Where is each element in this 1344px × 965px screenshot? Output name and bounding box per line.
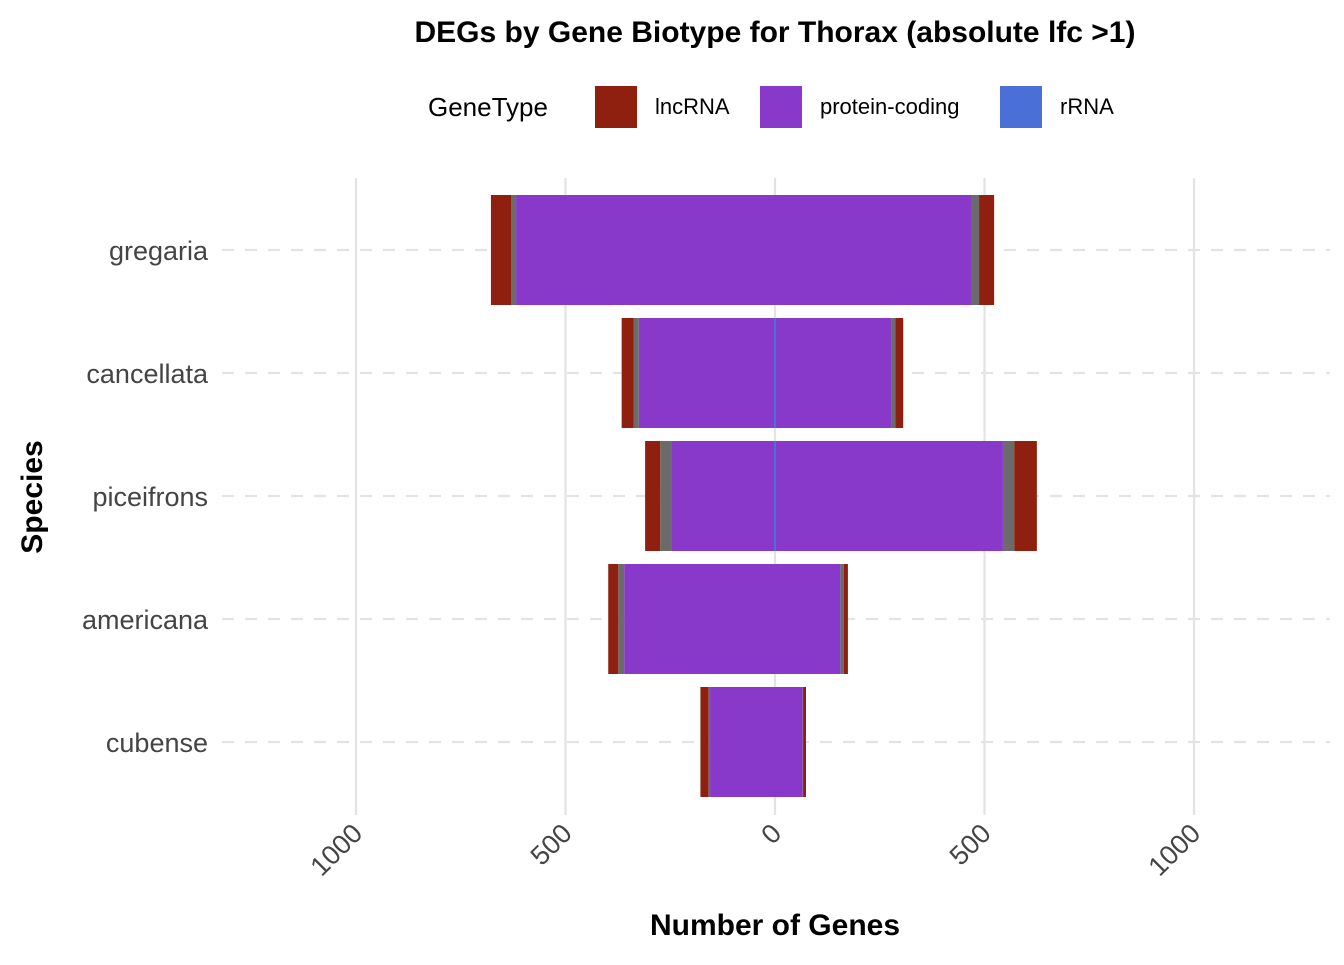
bar-rRNA-marker-cancellata (774, 318, 776, 428)
legend-title: GeneType (428, 92, 548, 122)
legend-label: lncRNA (655, 94, 730, 119)
bar-na-piceifrons-down (660, 441, 671, 551)
bar-lncRNA-americana-down (608, 564, 618, 674)
bar-lncRNA-cubense-up (803, 687, 806, 797)
bar-lncRNA-gregaria-down (491, 195, 511, 305)
bar-lncRNA-cancellata-down (622, 318, 634, 428)
bar-protein-coding-americana-down (624, 564, 775, 674)
bar-lncRNA-gregaria-up (979, 195, 994, 305)
bar-rRNA-marker-piceifrons (774, 441, 776, 551)
bar-na-gregaria-up (972, 195, 979, 305)
x-tick-label: 1000 (305, 818, 369, 882)
bar-protein-coding-cubense-down (710, 687, 775, 797)
bar-na-americana-down (618, 564, 624, 674)
x-axis-label: Number of Genes (650, 909, 900, 942)
legend: GeneType lncRNA protein-coding rRNA (428, 86, 1114, 128)
bar-protein-coding-cancellata-down (639, 318, 775, 428)
bar-na-cancellata-up (891, 318, 895, 428)
legend-swatch-rRNA (1000, 86, 1042, 128)
chart-title: DEGs by Gene Biotype for Thorax (absolut… (415, 16, 1136, 49)
y-axis-label: Species (16, 440, 49, 553)
bar-na-americana-up (840, 564, 843, 674)
bar-lncRNA-piceifrons-down (645, 441, 660, 551)
legend-label: rRNA (1060, 94, 1114, 119)
bar-lncRNA-americana-up (844, 564, 848, 674)
bar-protein-coding-gregaria-up (775, 195, 972, 305)
bar-lncRNA-cubense-down (700, 687, 708, 797)
bar-protein-coding-cubense-up (775, 687, 803, 797)
x-tick-label: 0 (755, 818, 787, 850)
y-tick-label: cubense (106, 728, 208, 758)
bar-protein-coding-piceifrons-down (671, 441, 775, 551)
y-tick-label: americana (82, 605, 209, 635)
legend-swatch-lncRNA (595, 86, 637, 128)
x-tick-label: 500 (944, 818, 997, 871)
x-tick-label: 1000 (1143, 818, 1207, 882)
legend-label: protein-coding (820, 94, 959, 119)
legend-swatch-protein-coding (760, 86, 802, 128)
bar-protein-coding-cancellata-up (775, 318, 891, 428)
bar-na-piceifrons-up (1003, 441, 1014, 551)
bar-protein-coding-americana-up (775, 564, 840, 674)
y-tick-label: gregaria (109, 236, 209, 266)
bar-lncRNA-piceifrons-up (1014, 441, 1037, 551)
y-tick-label: piceifrons (92, 482, 208, 512)
y-tick-label: cancellata (86, 359, 209, 389)
bar-na-cancellata-down (634, 318, 639, 428)
bar-na-gregaria-down (511, 195, 516, 305)
x-tick-label: 500 (525, 818, 578, 871)
bar-na-cubense-down (708, 687, 710, 797)
bar-protein-coding-piceifrons-up (775, 441, 1003, 551)
bar-protein-coding-gregaria-down (516, 195, 775, 305)
bar-lncRNA-cancellata-up (895, 318, 903, 428)
